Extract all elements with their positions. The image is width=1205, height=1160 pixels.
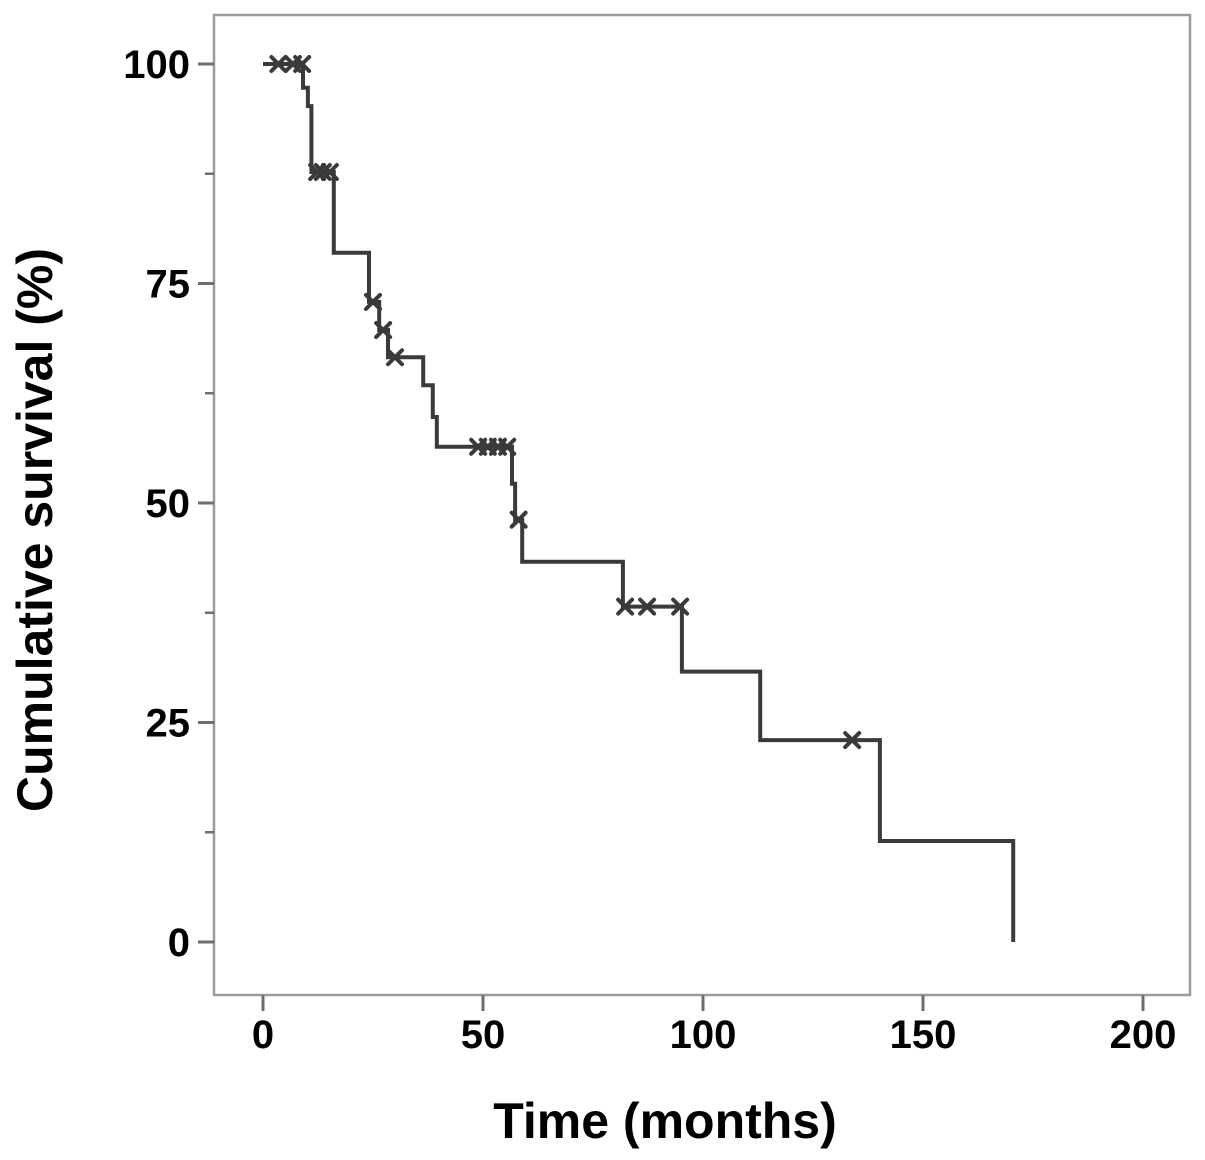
x-tick-label: 50 (461, 1013, 506, 1057)
x-tick-label: 200 (1110, 1013, 1177, 1057)
y-tick-label: 25 (146, 702, 191, 746)
x-axis-tick-labels: 0 50 100 150 200 (252, 1013, 1177, 1057)
x-axis-ticks (261, 995, 1145, 1011)
censor-mark (843, 731, 862, 750)
y-tick-label: 75 (146, 263, 191, 307)
y-axis-ticks (198, 62, 214, 944)
censor-mark (498, 437, 517, 456)
censor-mark (364, 292, 382, 311)
x-tick-label: 0 (252, 1013, 274, 1057)
censor-mark (671, 597, 690, 616)
x-tick-label: 100 (670, 1013, 737, 1057)
x-axis-title: Time (months) (493, 1093, 837, 1149)
plot-area-frame (212, 13, 1192, 997)
censor-mark (308, 162, 327, 181)
censor-mark (386, 348, 404, 367)
y-tick-label: 100 (123, 43, 190, 87)
censor-mark (616, 597, 635, 616)
censor-marks (269, 55, 862, 750)
y-axis-title: Cumulative survival (%) (7, 248, 63, 812)
censor-mark (320, 162, 339, 181)
censor-mark (638, 597, 657, 616)
censor-mark (374, 321, 393, 340)
y-tick-label: 50 (146, 482, 191, 526)
x-tick-label: 150 (890, 1013, 957, 1057)
censor-mark (293, 55, 312, 73)
y-tick-label: 0 (168, 921, 190, 965)
survival-curve (263, 62, 1016, 942)
censor-mark (269, 55, 288, 73)
y-axis-tick-labels: 0 25 50 75 100 (123, 43, 190, 965)
censor-mark (509, 510, 528, 529)
